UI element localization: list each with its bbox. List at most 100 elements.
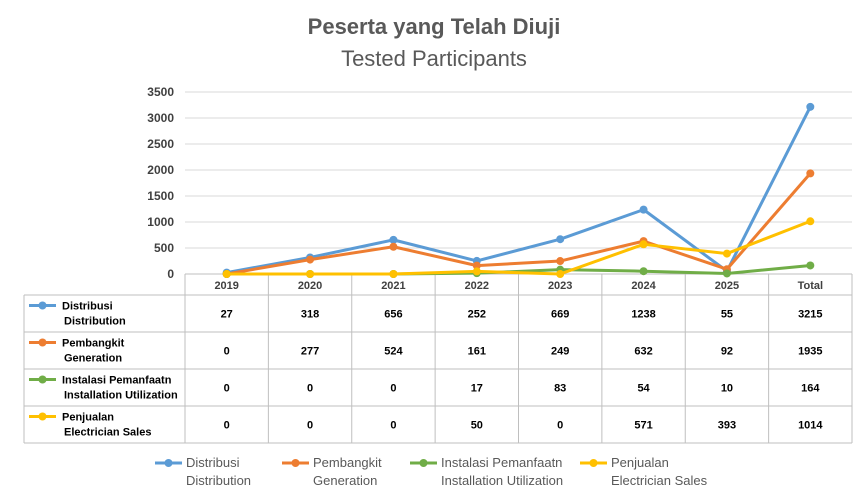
x-tick-label: 2020	[298, 280, 322, 292]
legend-label: Distribusi	[186, 455, 240, 470]
data-point	[306, 255, 315, 264]
gridlines	[184, 91, 853, 295]
table-cell: 83	[554, 383, 566, 395]
chart-subtitle: Tested Participants	[341, 46, 527, 71]
table-cell: 318	[301, 309, 319, 321]
legend-label: Electrician Sales	[611, 473, 708, 488]
table-cell: 277	[301, 346, 319, 358]
legend-label: Pembangkit	[313, 455, 382, 470]
table-cell: 1238	[631, 309, 655, 321]
table-cell: 0	[224, 346, 230, 358]
data-point	[639, 205, 648, 214]
data-table: 2019 2020 2021 2022 2023 2024 2025 Total Distrib…	[23, 280, 853, 444]
legend-label: Generation	[313, 473, 377, 488]
row-label: Distribusi	[62, 301, 113, 313]
legend-label: Instalasi Pemanfaatn	[441, 455, 562, 470]
data-point	[806, 169, 815, 178]
x-tick-label: 2022	[465, 280, 489, 292]
table-cell: 10	[721, 383, 733, 395]
x-tick-label: 2019	[214, 280, 238, 292]
legend-marker	[419, 459, 428, 467]
data-point	[556, 257, 565, 266]
row-label: Instalasi Pemanfaatn	[62, 375, 172, 387]
table-cell: 0	[390, 420, 396, 432]
series-line	[226, 172, 812, 276]
data-point	[722, 249, 731, 258]
row-legend-marker	[38, 301, 47, 310]
x-tick-label: 2024	[631, 280, 656, 292]
table-cell: 17	[471, 383, 483, 395]
table-cell: 393	[718, 420, 736, 432]
x-tick-label: 2025	[715, 280, 739, 292]
data-point	[639, 267, 648, 276]
data-point	[639, 240, 648, 249]
data-point	[806, 217, 815, 226]
table-cell: 571	[634, 420, 652, 432]
x-tick-label: 2021	[381, 280, 405, 292]
table-cell: 0	[390, 383, 396, 395]
table-cell: 54	[637, 383, 650, 395]
table-cell: 0	[307, 420, 313, 432]
legend-label: Installation Utilization	[441, 473, 563, 488]
table-cell: 50	[471, 420, 483, 432]
y-tick-label: 2500	[147, 137, 174, 151]
row-label: Penjualan	[62, 412, 114, 424]
series-line	[226, 106, 812, 275]
y-tick-label: 1000	[147, 215, 174, 229]
row-label: Distribution	[64, 316, 126, 328]
data-point	[556, 235, 565, 244]
data-point	[222, 270, 231, 278]
x-tick-label: 2023	[548, 280, 572, 292]
data-point	[389, 242, 398, 251]
series-lines	[222, 102, 815, 278]
data-point	[472, 267, 481, 276]
row-label: Installation Utilization	[64, 390, 178, 402]
table-cell: 249	[551, 346, 569, 358]
y-tick-label: 500	[154, 241, 174, 255]
legend-marker	[589, 459, 598, 467]
table-cell: 92	[721, 346, 733, 358]
table-cell: 0	[557, 420, 563, 432]
table-cell: 1935	[798, 346, 822, 358]
legend: Distribusi Distribution Pembangkit Generati…	[155, 455, 708, 488]
row-legend-marker	[38, 338, 47, 347]
series-line	[226, 219, 811, 276]
table-cell: 0	[224, 383, 230, 395]
y-tick-label: 3500	[147, 85, 174, 99]
table-cell: 27	[221, 309, 233, 321]
table-cell: 0	[307, 383, 313, 395]
table-cell: 3215	[798, 309, 822, 321]
row-label: Pembangkit	[62, 338, 125, 350]
data-point	[472, 261, 481, 270]
table-cell: 656	[384, 309, 402, 321]
table-cell: 632	[634, 346, 652, 358]
y-tick-label: 3000	[147, 111, 174, 125]
data-point	[389, 235, 398, 244]
table-cell: 164	[801, 383, 820, 395]
table-cell: 524	[384, 346, 403, 358]
legend-marker	[291, 459, 300, 467]
y-tick-label: 2000	[147, 163, 174, 177]
data-point	[806, 261, 815, 270]
chart-title: Peserta yang Telah Diuji	[307, 14, 561, 39]
data-point	[389, 270, 398, 278]
table-cell: 669	[551, 309, 569, 321]
table-cell: 1014	[798, 420, 823, 432]
table-cell: 161	[468, 346, 486, 358]
data-point	[722, 269, 731, 278]
legend-label: Penjualan	[611, 455, 669, 470]
table-cell: 0	[224, 420, 230, 432]
x-tick-label: Total	[798, 280, 823, 292]
legend-label: Distribution	[186, 473, 251, 488]
data-point	[556, 270, 565, 278]
table-cell: 252	[468, 309, 486, 321]
row-label: Electrician Sales	[64, 427, 151, 439]
legend-marker	[164, 459, 173, 467]
data-point	[306, 270, 315, 278]
row-legend-marker	[38, 412, 47, 421]
row-legend-marker	[38, 375, 47, 384]
y-axis: 0 500 1000 1500 2000 2500 3000 3500	[147, 85, 174, 281]
data-point	[806, 102, 815, 111]
table-cell: 55	[721, 309, 733, 321]
